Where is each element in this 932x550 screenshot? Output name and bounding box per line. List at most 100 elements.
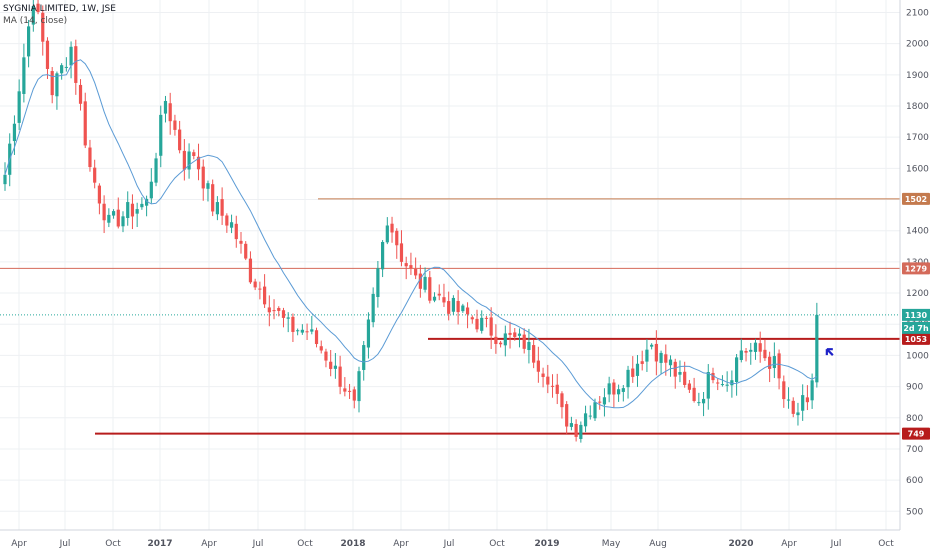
candle-body <box>88 147 92 168</box>
indicator-label[interactable]: MA (14, close) <box>3 16 68 26</box>
candle-body <box>701 398 706 404</box>
candle-body <box>314 330 319 345</box>
candle-body <box>749 349 753 352</box>
candle-body <box>753 342 758 352</box>
candle-body <box>319 346 323 351</box>
candle-body <box>621 388 625 392</box>
candle-body <box>758 343 762 352</box>
candle-body <box>725 384 729 386</box>
candle-body <box>111 211 116 216</box>
candle-body <box>107 214 111 223</box>
candle-body <box>182 150 186 170</box>
candle-body <box>173 120 177 130</box>
candle-body <box>215 202 219 215</box>
candle-body <box>451 297 455 312</box>
candle-body <box>381 241 385 270</box>
candle-body <box>532 345 536 363</box>
candle-body <box>178 129 182 151</box>
candle-body <box>437 293 441 296</box>
candle-body <box>678 372 682 375</box>
horizontal-levels <box>0 198 900 435</box>
candle-body <box>258 288 262 290</box>
moving-average <box>4 59 818 409</box>
time-tick-label: 2018 <box>340 539 365 549</box>
candle-body <box>140 203 144 208</box>
candle-body <box>343 388 347 392</box>
candle-body <box>55 73 59 97</box>
candle-body <box>225 215 229 226</box>
time-tick-label: Aug <box>649 539 667 549</box>
candle-body <box>465 307 470 315</box>
candle-body <box>357 371 361 402</box>
candle-body <box>470 317 474 320</box>
candle-body <box>168 103 172 122</box>
candle-body <box>574 423 578 437</box>
candle-body <box>376 268 380 298</box>
ma-line <box>4 59 818 409</box>
candle-body <box>159 114 163 156</box>
candle-body <box>296 330 300 332</box>
candle-body <box>239 240 243 244</box>
time-tick-label: Apr <box>11 539 27 549</box>
candle-body <box>163 100 168 114</box>
candle-body <box>145 198 149 206</box>
level-tag-label-749: 749 <box>908 430 925 439</box>
price-tags: 1502 1279 1053 749 1130 2d 7h <box>902 192 930 440</box>
candle-body <box>579 424 583 439</box>
candle-body <box>385 225 389 243</box>
candle-body <box>489 317 493 336</box>
candle-body <box>617 389 621 395</box>
candle-body <box>550 385 555 387</box>
candle-body <box>659 352 663 363</box>
time-tick-label: Oct <box>297 539 313 549</box>
chart-legend: SYGNIA LIMITED, 1W, JSE MA (14, close) <box>3 3 116 27</box>
candle-body <box>508 332 512 335</box>
candle-body <box>635 363 640 376</box>
candle-body <box>810 380 814 401</box>
candle-body <box>244 243 248 259</box>
candle-body <box>768 356 772 369</box>
candle-body <box>480 317 484 331</box>
candle-body <box>395 230 399 246</box>
candle-body <box>211 184 215 212</box>
candle-body <box>404 263 408 267</box>
candle-body <box>631 368 635 377</box>
candle-body <box>310 329 314 332</box>
candle-body <box>253 281 257 288</box>
candle-body <box>102 203 106 221</box>
candle-body <box>654 343 658 362</box>
candle-body <box>220 199 224 216</box>
candle-body <box>234 223 238 240</box>
time-tick-label: Apr <box>201 539 217 549</box>
countdown-label: 2d 7h <box>903 324 929 333</box>
candle-body <box>126 202 130 219</box>
time-tick-label: Oct <box>878 539 894 549</box>
candle-body <box>69 46 73 66</box>
candle-body <box>583 413 588 427</box>
candle-body <box>390 223 394 233</box>
price-tick-label: 1900 <box>906 71 929 81</box>
price-tick-label: 1400 <box>906 227 929 237</box>
candle-body <box>546 376 550 385</box>
candle-body <box>93 167 97 183</box>
candle-body <box>527 341 531 351</box>
candle-body <box>640 361 644 364</box>
price-tick-label: 600 <box>906 476 923 486</box>
candle-body <box>786 399 791 401</box>
candle-body <box>536 360 540 372</box>
countdown-tag <box>902 321 930 334</box>
price-tick-label: 900 <box>906 383 923 393</box>
candle-body <box>409 265 413 269</box>
level-tag-1053 <box>902 332 930 345</box>
candle-body <box>782 381 786 400</box>
candle-body <box>149 181 153 199</box>
candle-body <box>801 395 805 411</box>
price-tick-label: 1200 <box>906 289 929 299</box>
candle-body <box>41 12 45 42</box>
symbol-title[interactable]: SYGNIA LIMITED, 1W, JSE <box>3 4 116 14</box>
time-axis[interactable]: Apr Jul Oct 2017 Apr Jul Oct 2018 Apr Jul Oct 2019 M… <box>0 529 900 549</box>
candle-body <box>720 384 725 386</box>
candle-body <box>442 297 446 303</box>
candle-body <box>772 356 776 369</box>
